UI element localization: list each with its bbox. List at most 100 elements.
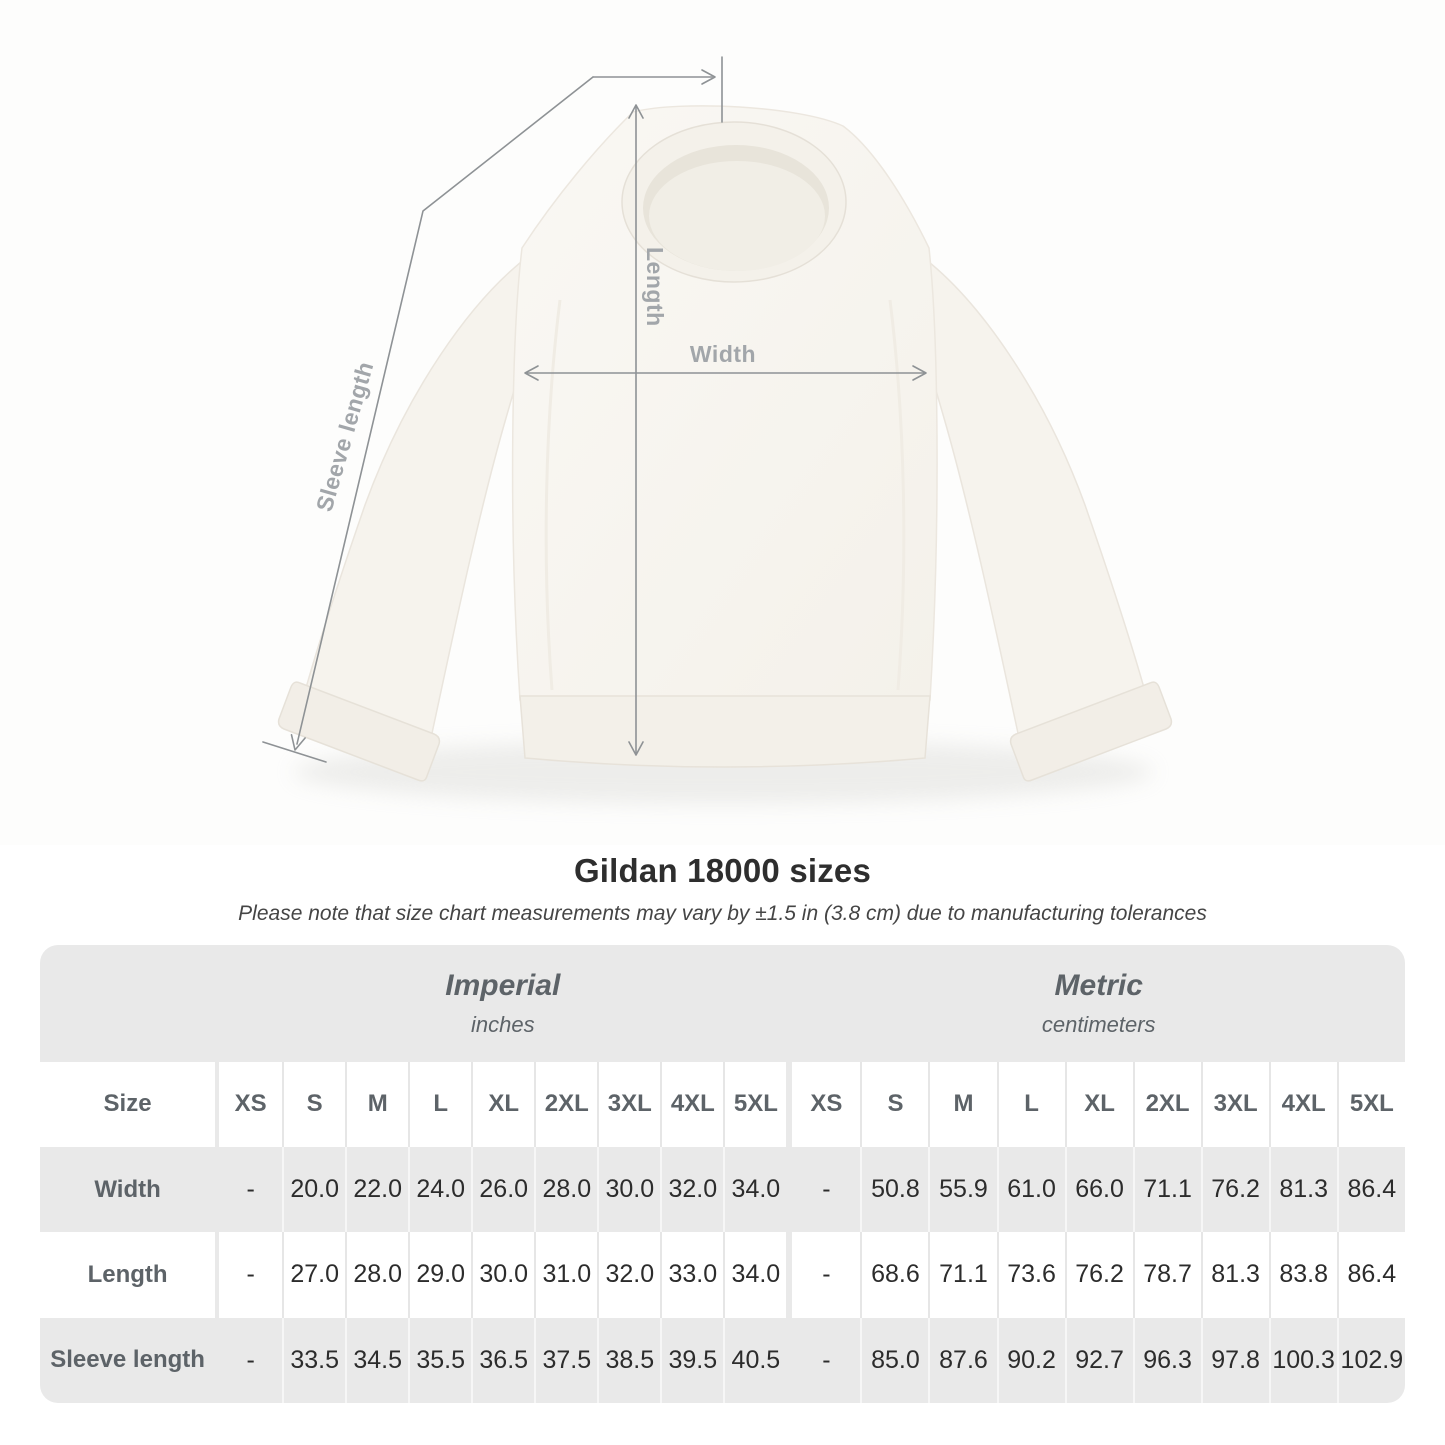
cell: - [219,1146,283,1233]
size-header: S [282,1061,346,1147]
cell: 26.0 [471,1146,535,1233]
metric-header: Metric centimeters [792,945,1405,1062]
cell: 76.2 [1200,1146,1269,1233]
imperial-title: Imperial [445,968,561,1002]
crease-left [544,299,562,691]
size-header: 5XL [723,1061,787,1147]
divider [786,1232,793,1318]
size-header: 2XL [534,1061,598,1147]
imperial-subtitle: inches [470,1011,535,1037]
cell: 40.5 [723,1317,787,1403]
cell: 24.0 [408,1146,472,1233]
garment-shadow [293,740,1153,804]
metric-title: Metric [1054,968,1143,1002]
left-cuff [277,681,441,782]
size-header: XL [471,1061,535,1147]
cell: - [219,1232,283,1318]
cell: 38.5 [597,1317,661,1403]
row-label: Width [40,1146,216,1233]
cell: 33.5 [282,1317,346,1403]
cell: 33.0 [660,1232,724,1318]
title-block: Gildan 18000 sizes Please note that size… [0,852,1445,926]
width-arrow-right [912,365,927,381]
divider [786,1146,793,1233]
sleeve-end-tick [262,741,327,763]
cell: 100.3 [1268,1317,1337,1403]
cell: 32.0 [660,1146,724,1233]
size-header: L [408,1061,472,1147]
cell: 29.0 [408,1232,472,1318]
cell: 34.0 [723,1146,787,1233]
divider [786,1061,793,1147]
right-cuff [1009,681,1173,782]
unit-header-spacer [40,945,220,1062]
cell: 20.0 [282,1146,346,1233]
size-header: 4XL [660,1061,724,1147]
cell: - [792,1146,861,1233]
cell: 39.5 [660,1317,724,1403]
size-header-row: Size XS S M L XL 2XL 3XL 4XL 5XL XS S M … [40,1061,1405,1147]
width-label: Width [690,341,756,367]
divider [215,1061,220,1147]
size-table-grid: Imperial inches Metric centimeters Size … [40,945,1405,1403]
cell: 83.8 [1268,1232,1337,1318]
page-title: Gildan 18000 sizes [573,852,872,889]
cell: 71.1 [1132,1146,1201,1233]
size-header: M [928,1061,997,1147]
sweatshirt-diagram: Length Width Sleeve length [262,56,1173,804]
size-column-label: Size [40,1061,216,1147]
size-table: Imperial inches Metric centimeters Size … [40,945,1405,1403]
cell: 68.6 [860,1232,929,1318]
table-row-width: Width - 20.0 22.0 24.0 26.0 28.0 30.0 32… [40,1146,1405,1233]
sleeve-measure-line [296,76,594,745]
size-header: 3XL [1200,1061,1269,1147]
row-label: Length [40,1232,216,1318]
cell: 22.0 [345,1146,409,1233]
measurement-lines [262,56,927,763]
cell: 31.0 [534,1232,598,1318]
table-row-sleeve-length: Sleeve length - 33.5 34.5 35.5 36.5 37.5… [40,1317,1405,1403]
cell: 76.2 [1064,1232,1133,1318]
sweatshirt-body [511,105,938,701]
size-header: 3XL [597,1061,661,1147]
cell: 34.5 [345,1317,409,1403]
cell: 35.5 [408,1317,472,1403]
cell: - [219,1317,283,1403]
cell: 78.7 [1132,1232,1201,1318]
cell: 96.3 [1132,1317,1201,1403]
divider [786,1317,793,1403]
tolerance-note: Please note that size chart measurements… [238,902,1207,925]
cell: 73.6 [996,1232,1065,1318]
length-label: Length [642,247,668,327]
cell: 66.0 [1064,1146,1133,1233]
unit-header-row: Imperial inches Metric centimeters [40,945,1405,1062]
size-header: M [345,1061,409,1147]
cell: 50.8 [860,1146,929,1233]
cell: 81.3 [1268,1146,1337,1233]
cell: 55.9 [928,1146,997,1233]
unit-header-divider [786,945,793,1062]
cell: 27.0 [282,1232,346,1318]
length-arrow-down [628,741,644,756]
cell: - [792,1232,861,1318]
divider [215,1317,220,1403]
top-arrowhead [701,69,716,85]
cell: 61.0 [996,1146,1065,1233]
cell: 28.0 [534,1146,598,1233]
cell: 90.2 [996,1317,1065,1403]
cell: 81.3 [1200,1232,1269,1318]
cell: 102.9 [1336,1317,1405,1403]
size-header: XL [1064,1061,1133,1147]
width-arrow-left [524,365,539,381]
sleeve-arrowhead [290,734,306,751]
cell: 92.7 [1064,1317,1133,1403]
cell: - [792,1317,861,1403]
cell: 37.5 [534,1317,598,1403]
waistband [519,695,931,768]
cell: 32.0 [597,1232,661,1318]
cell: 87.6 [928,1317,997,1403]
size-header: 5XL [1336,1061,1405,1147]
size-header: S [860,1061,929,1147]
row-label: Sleeve length [40,1317,216,1403]
